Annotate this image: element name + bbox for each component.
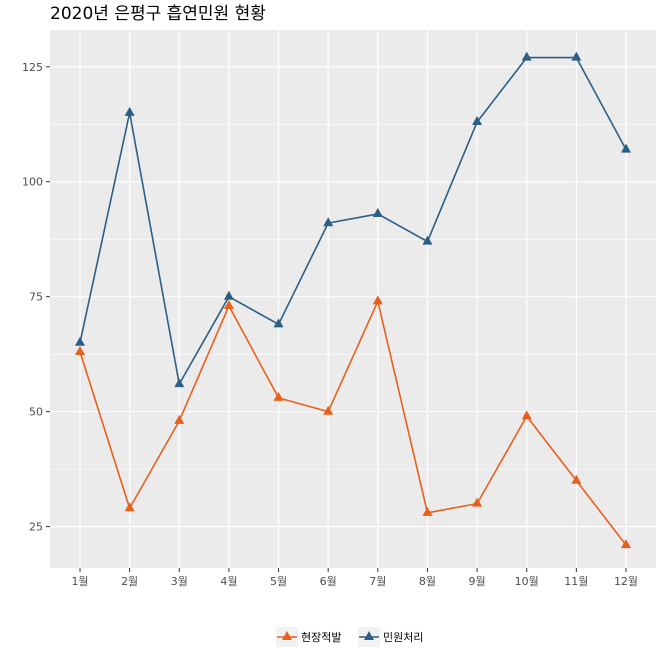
data-point [571, 474, 582, 484]
x-tick-label: 12월 [614, 575, 638, 588]
x-tick-label: 11월 [564, 575, 588, 588]
data-point [372, 207, 383, 217]
series-2 [75, 51, 631, 388]
data-point [223, 290, 234, 300]
legend-key-marker [282, 631, 292, 641]
x-tick-label: 10월 [515, 575, 539, 588]
y-tick-label: 100 [22, 176, 43, 189]
y-tick-label: 125 [22, 61, 43, 74]
data-point [223, 299, 234, 309]
data-point [521, 410, 532, 420]
data-point [472, 116, 483, 126]
x-tick-label: 9월 [469, 575, 486, 588]
y-axis: 25 50 75 100 125 [22, 61, 50, 534]
data-point [323, 217, 334, 227]
x-axis: 1월 2월 3월 4월 5월 6월 7월 8월 9월 10월 11월 12월 [71, 568, 638, 588]
data-point [372, 295, 383, 305]
data-point [174, 414, 185, 424]
x-tick-label: 4월 [220, 575, 237, 588]
y-tick-label: 25 [29, 521, 43, 534]
data-point [472, 497, 483, 507]
data-point [621, 143, 631, 153]
plot-panel [50, 30, 656, 568]
data-point [422, 235, 433, 245]
chart-title: 2020년 은평구 흡연민원 현황 [50, 4, 266, 24]
series-layer [75, 51, 631, 549]
data-point [124, 106, 135, 116]
series-1 [75, 295, 631, 549]
data-point [273, 318, 284, 328]
x-tick-label: 7월 [369, 575, 386, 588]
data-point [571, 51, 582, 61]
data-point [621, 539, 631, 549]
x-tick-label: 6월 [320, 575, 337, 588]
series-line [79, 56, 627, 385]
x-tick-label: 2월 [121, 575, 138, 588]
data-point [273, 391, 284, 401]
data-point [124, 502, 135, 512]
x-tick-label: 3월 [171, 575, 188, 588]
data-point [75, 345, 85, 355]
y-tick-label: 75 [29, 291, 43, 304]
y-tick-label: 50 [29, 406, 43, 419]
legend-label: 민원처리 [383, 631, 423, 644]
data-point [75, 336, 85, 346]
legend: 현장적발 민원처리 [276, 627, 423, 647]
x-tick-label: 8월 [419, 575, 436, 588]
x-tick-label: 5월 [270, 575, 287, 588]
data-point [174, 378, 185, 388]
data-point [521, 51, 532, 61]
data-point [323, 405, 334, 415]
legend-key-marker [364, 631, 374, 641]
series-line [79, 300, 627, 546]
legend-label: 현장적발 [301, 631, 341, 644]
data-point [422, 506, 433, 516]
x-tick-label: 1월 [71, 575, 88, 588]
